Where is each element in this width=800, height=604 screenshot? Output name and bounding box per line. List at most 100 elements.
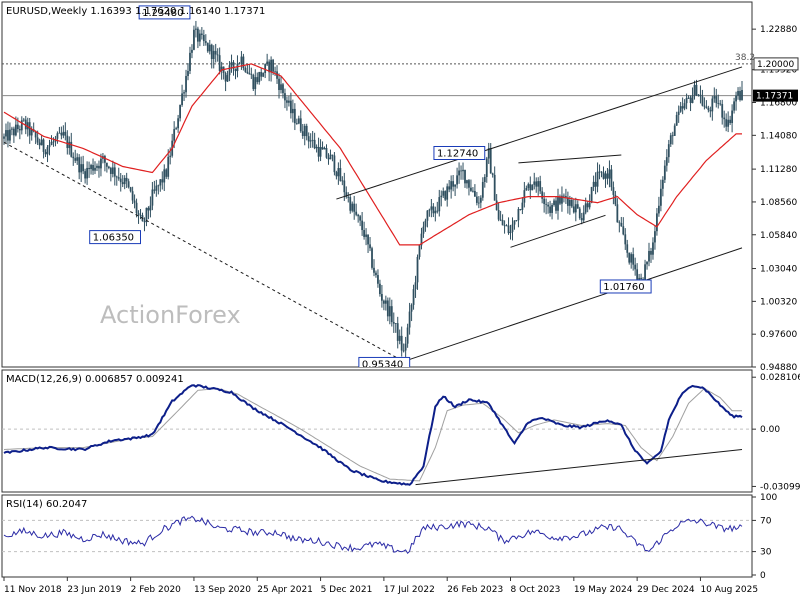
candle-body bbox=[345, 192, 348, 197]
candle-body bbox=[727, 119, 730, 127]
candle-body bbox=[260, 71, 263, 77]
candle-body bbox=[274, 71, 276, 73]
candle-body bbox=[347, 196, 350, 198]
candle-body bbox=[26, 122, 29, 130]
candle-body bbox=[493, 174, 496, 201]
trendline bbox=[336, 66, 743, 200]
axes: 1.22880 1.19520 1.16800 1.14080 1.11280 1.085… bbox=[3, 25, 800, 595]
macd-plot bbox=[2, 384, 752, 486]
candle-body bbox=[30, 129, 33, 136]
candle-body bbox=[74, 158, 77, 161]
candle-body bbox=[527, 184, 530, 188]
date-tick-label: 2 Feb 2020 bbox=[131, 585, 182, 595]
candle-body bbox=[153, 189, 156, 191]
candle-body bbox=[200, 33, 203, 35]
candle-body bbox=[525, 187, 528, 191]
candle-body bbox=[177, 118, 180, 129]
candle-body bbox=[533, 181, 536, 185]
price-tick-label: 1.05840 bbox=[760, 231, 797, 241]
candle-body bbox=[428, 209, 431, 211]
candle-body bbox=[367, 234, 369, 245]
candle-body bbox=[175, 128, 178, 130]
candle-body bbox=[491, 173, 494, 175]
date-tick-label: 11 Nov 2018 bbox=[4, 585, 62, 595]
candle-body bbox=[543, 198, 546, 204]
candle-body bbox=[618, 222, 621, 224]
candle-body bbox=[576, 204, 579, 209]
timeframe: Weekly bbox=[51, 6, 87, 17]
rsi-line bbox=[3, 515, 743, 554]
candle-body bbox=[695, 84, 698, 96]
candle-body bbox=[396, 323, 399, 341]
candle-body bbox=[236, 63, 239, 72]
trendline bbox=[3, 141, 404, 362]
candle-body bbox=[280, 84, 282, 90]
candle-body bbox=[495, 200, 498, 211]
candle-body bbox=[719, 103, 722, 105]
candle-body bbox=[252, 75, 255, 90]
candle-body bbox=[119, 178, 122, 183]
candle-body bbox=[282, 84, 284, 94]
candle-body bbox=[658, 205, 660, 214]
candle-body bbox=[3, 136, 5, 139]
candle-body bbox=[226, 75, 229, 82]
candle-body bbox=[198, 33, 201, 42]
candle-body bbox=[723, 117, 726, 120]
price-tick-label: 1.14080 bbox=[760, 131, 797, 141]
candle-body bbox=[521, 202, 524, 210]
candle-body bbox=[598, 171, 601, 173]
candle-body bbox=[163, 169, 166, 183]
date-tick-label: 26 Feb 2023 bbox=[447, 585, 503, 595]
watermark: ActionForex bbox=[100, 301, 241, 329]
candle-body bbox=[181, 93, 183, 106]
candle-body bbox=[42, 139, 45, 152]
candle-body bbox=[288, 100, 290, 103]
current-price-label: 1.17371 bbox=[756, 92, 793, 102]
candle-body bbox=[422, 226, 425, 234]
candle-body bbox=[64, 131, 67, 136]
symbol: EURUSD bbox=[6, 6, 48, 17]
candle-body bbox=[167, 156, 170, 177]
candle-body bbox=[94, 167, 96, 171]
candle-body bbox=[584, 203, 587, 213]
price-tick-label: 1.16800 bbox=[760, 99, 797, 109]
candle-body bbox=[541, 191, 544, 199]
candle-body bbox=[210, 44, 213, 60]
candle-body bbox=[547, 204, 550, 207]
macd-tick-label: 0.028106 bbox=[760, 373, 800, 383]
candle-body bbox=[648, 250, 650, 262]
candle-body bbox=[715, 96, 718, 104]
candle-body bbox=[725, 119, 728, 127]
candle-body bbox=[90, 165, 92, 170]
candle-body bbox=[426, 210, 429, 221]
candle-body bbox=[349, 197, 352, 211]
candle-body bbox=[191, 49, 193, 53]
candle-body bbox=[357, 214, 360, 217]
candle-body bbox=[173, 129, 176, 141]
candle-body bbox=[379, 283, 381, 295]
candle-body bbox=[28, 122, 31, 136]
candle-body bbox=[739, 91, 741, 100]
candle-body bbox=[204, 41, 207, 43]
candle-body bbox=[179, 105, 181, 119]
candle-body bbox=[616, 204, 619, 223]
candle-body bbox=[369, 244, 371, 249]
candle-body bbox=[604, 173, 607, 179]
candle-body bbox=[452, 181, 455, 187]
candle-body bbox=[410, 304, 413, 312]
date-tick-label: 8 Oct 2023 bbox=[511, 585, 561, 595]
fib-label: 38.2 bbox=[735, 53, 755, 63]
candle-body bbox=[659, 188, 662, 206]
candle-body bbox=[661, 179, 664, 189]
candle-body bbox=[329, 154, 332, 160]
candle-body bbox=[107, 166, 110, 169]
candle-body bbox=[145, 207, 148, 223]
candle-body bbox=[416, 256, 419, 283]
candle-body bbox=[535, 181, 538, 187]
candle-body bbox=[436, 210, 439, 212]
candle-body bbox=[507, 225, 510, 234]
candle-body bbox=[701, 96, 704, 106]
candle-body bbox=[143, 221, 146, 223]
date-tick-label: 17 Jul 2022 bbox=[384, 585, 435, 595]
candle-body bbox=[189, 52, 191, 71]
